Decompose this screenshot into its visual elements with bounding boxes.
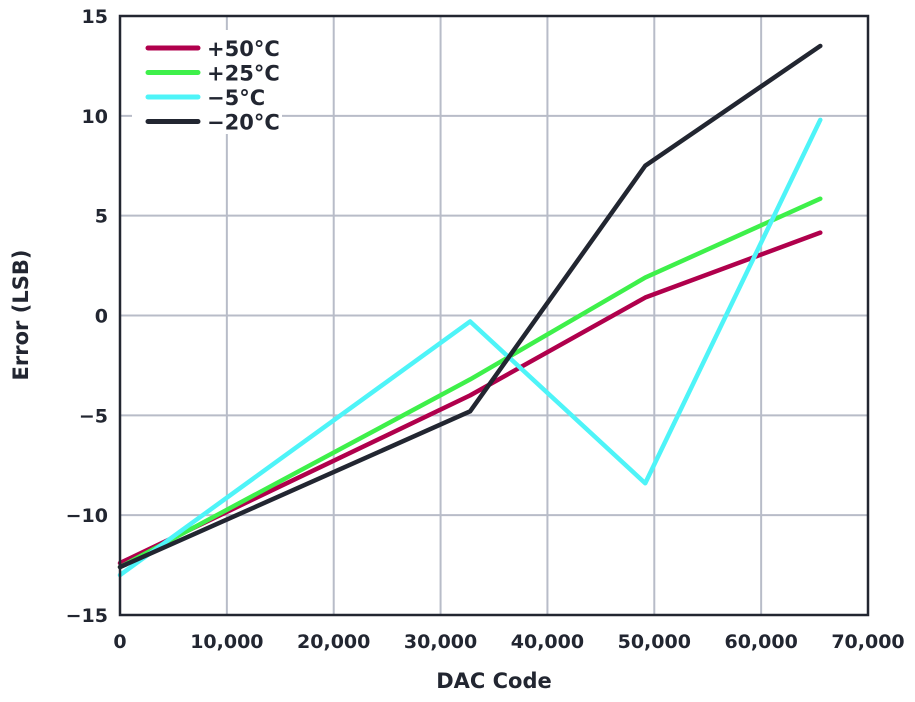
plot-frame	[118, 14, 870, 617]
x-axis-label: DAC Code	[436, 669, 552, 693]
y-tick-label: 0	[95, 306, 108, 328]
series-line	[117, 196, 823, 570]
y-tick-label: −10	[66, 505, 108, 527]
x-tick-label: 10,000	[190, 631, 263, 653]
x-tick-label: 60,000	[724, 631, 797, 653]
legend: +50°C+25°C−5°C−20°C	[132, 30, 282, 135]
x-tick-label: 70,000	[831, 631, 904, 653]
y-tick-label: −5	[79, 405, 108, 427]
x-tick-label: 0	[113, 631, 126, 653]
y-tick-label: 15	[82, 6, 108, 28]
legend-label: −5°C	[207, 86, 265, 110]
y-tick-label: 10	[82, 106, 108, 128]
y-axis-label: Error (LSB)	[9, 250, 33, 381]
legend-label: +25°C	[207, 62, 280, 86]
series-lines	[117, 43, 823, 578]
series-line	[117, 43, 823, 570]
legend-label: +50°C	[207, 37, 280, 61]
x-tick-label: 30,000	[404, 631, 477, 653]
y-tick-label: 5	[95, 206, 108, 228]
series-line	[117, 230, 823, 566]
y-tick-label: −15	[66, 605, 108, 627]
series-line	[117, 117, 823, 578]
x-tick-label: 40,000	[511, 631, 584, 653]
x-tick-label: 20,000	[297, 631, 370, 653]
grid	[119, 15, 869, 616]
tick-labels: 0 10,000 20,000 30,000 40,000 50,000 60,000 70,…	[66, 6, 905, 653]
legend-label: −20°C	[207, 111, 280, 135]
x-tick-label: 50,000	[618, 631, 691, 653]
